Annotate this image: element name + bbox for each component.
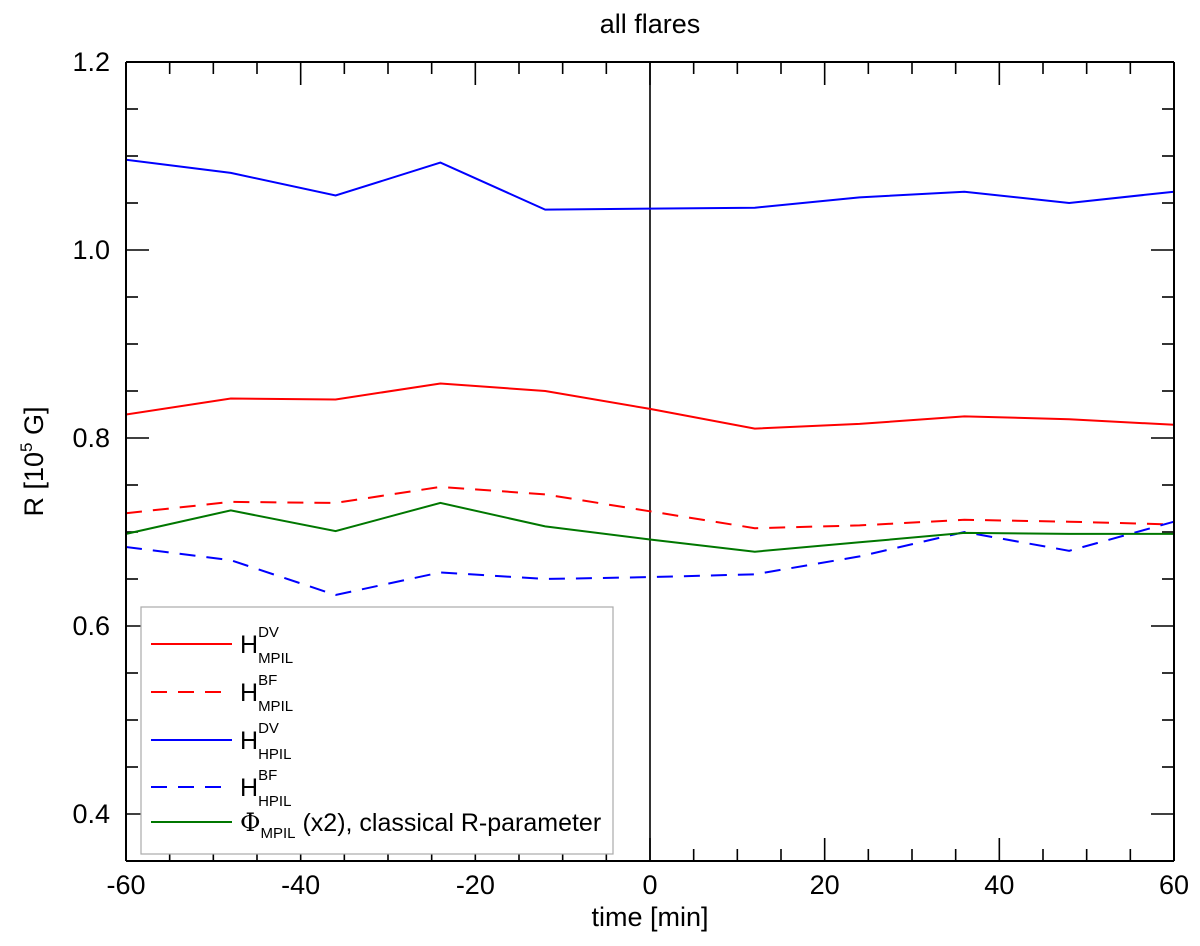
series-line-5 [125,501,1174,553]
y-axis-label-unit: G] [19,406,49,442]
y-axis-label-base: R [10 [19,452,49,517]
series-line-3 [125,158,1175,211]
y-axis-label-exponent: 5 [17,443,36,452]
x-axis-label: time [min] [591,902,708,932]
series-line-1 [125,382,1175,430]
y-axis-label: R [105 G] [17,406,49,516]
y-tick-label: 0.4 [72,799,110,829]
y-tick-label: 0.6 [72,611,110,641]
x-tick-label: -20 [456,870,495,900]
x-tick-label: 60 [1159,870,1189,900]
legend-label-2: HBF MPIL [240,672,293,715]
series-line-2 [125,485,1175,530]
legend-label-1: HDV MPIL [240,624,293,667]
legend-label-4: HBF HPIL [240,767,291,810]
legend-label-5: ΦMPIL (x2), classical R-parameter [240,808,601,842]
chart-title: all flares [600,9,701,39]
legend-label-3: HDV HPIL [240,720,291,763]
x-tick-label: 40 [984,870,1014,900]
y-tick-label: 1.0 [72,235,110,265]
x-tick-label: -40 [281,870,320,900]
x-tick-label: 0 [642,870,657,900]
legend-box [140,606,614,855]
y-tick-label: 0.8 [72,423,110,453]
x-tick-label: -60 [106,870,145,900]
x-tick-label: 20 [810,870,840,900]
y-tick-label: 1.2 [72,47,110,77]
